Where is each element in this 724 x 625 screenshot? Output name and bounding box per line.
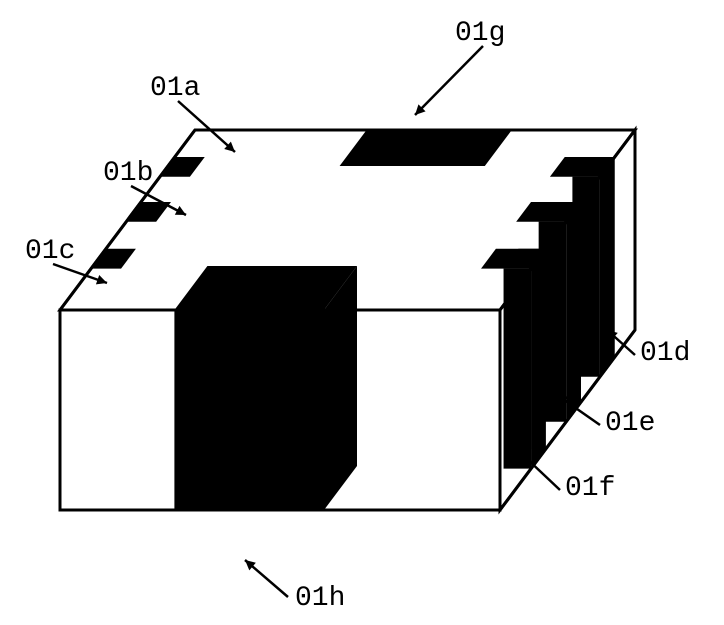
pad-e-side [566, 202, 581, 422]
svg-text:01g: 01g [455, 18, 505, 49]
svg-text:01c: 01c [25, 236, 75, 267]
pad-h-side [174, 310, 324, 510]
svg-text:01a: 01a [150, 73, 200, 104]
pad-g-top [340, 130, 512, 166]
svg-text:01d: 01d [640, 338, 690, 369]
pad-f-side [531, 249, 546, 469]
svg-text:01e: 01e [605, 408, 655, 439]
svg-text:01b: 01b [103, 158, 153, 189]
svg-text:01f: 01f [565, 473, 615, 504]
svg-text:01h: 01h [295, 583, 345, 614]
pad-d-side [600, 157, 615, 377]
